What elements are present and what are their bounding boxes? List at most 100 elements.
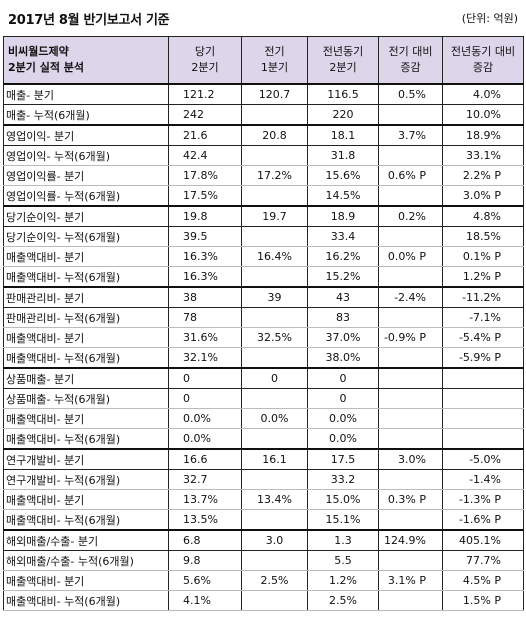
table-row: 해외매출/수출- 누적(6개월) 9.8 5.5 77.7% — [3, 550, 524, 571]
earnings-table: 비씨월드제약 2분기 실적 분석 당기 2분기 전기 1분기 전년동기 2분기 … — [3, 36, 524, 611]
yoy-change-value: 4.8% — [442, 205, 524, 227]
previous-quarter-value — [241, 145, 308, 166]
header-label: 1분기 — [260, 61, 289, 74]
header-label: 전기 대비 — [388, 45, 433, 58]
current-quarter-value: 0 — [168, 388, 242, 409]
table-row: 매출액대비- 분기 16.3% 16.4% 16.2% 0.0% P 0.1% P — [3, 246, 524, 267]
previous-quarter-value — [241, 104, 308, 126]
row-label: 매출액대비- 누적(6개월) — [3, 590, 169, 611]
current-quarter-value: 9.8 — [168, 550, 242, 571]
previous-quarter-value — [241, 388, 308, 409]
qoq-change-value — [378, 185, 443, 207]
table-body: 매출- 분기 121.2 120.7 116.5 0.5% 4.0% 매출- 누적(6개월)… — [3, 83, 524, 611]
header-yoy-change: 전년동기 대비 증감 — [442, 36, 524, 85]
table-row: 매출액대비- 분기 5.6% 2.5% 1.2% 3.1% P 4.5% P — [3, 570, 524, 591]
row-label: 연구개발비- 누적(6개월) — [3, 469, 169, 490]
row-label: 매출액대비- 누적(6개월) — [3, 347, 169, 369]
table-row: 매출액대비- 분기 0.0% 0.0% 0.0% — [3, 408, 524, 429]
table-row: 매출액대비- 누적(6개월) 32.1% 38.0% -5.9% P — [3, 347, 524, 369]
current-quarter-value: 242 — [168, 104, 242, 126]
prior-year-value: 31.8 — [307, 145, 379, 166]
qoq-change-value: -2.4% — [378, 286, 443, 308]
table-row: 매출액대비- 분기 13.7% 13.4% 15.0% 0.3% P -1.3% P — [3, 489, 524, 510]
table-row: 매출액대비- 누적(6개월) 13.5% 15.1% -1.6% P — [3, 509, 524, 531]
header-label: 전년동기 대비 — [450, 45, 516, 58]
prior-year-value: 15.6% — [307, 165, 379, 186]
yoy-change-value: 4.0% — [442, 83, 524, 105]
yoy-change-value: 3.0% P — [442, 185, 524, 207]
yoy-change-value: -7.1% — [442, 307, 524, 328]
previous-quarter-value — [241, 509, 308, 531]
header-label: 전기 — [264, 45, 285, 58]
header-previous-quarter: 전기 1분기 — [241, 36, 308, 85]
row-label: 당기순이익- 누적(6개월) — [3, 226, 169, 247]
previous-quarter-value: 20.8 — [241, 124, 308, 146]
table-row: 매출액대비- 누적(6개월) 16.3% 15.2% 1.2% P — [3, 266, 524, 288]
current-quarter-value: 0.0% — [168, 428, 242, 450]
row-label: 영업이익- 분기 — [3, 124, 169, 146]
prior-year-value: 1.3 — [307, 529, 379, 551]
table-row: 매출- 분기 121.2 120.7 116.5 0.5% 4.0% — [3, 83, 524, 105]
previous-quarter-value: 2.5% — [241, 570, 308, 591]
current-quarter-value: 16.3% — [168, 266, 242, 288]
header-label: 당기 — [194, 45, 216, 58]
row-label: 영업이익- 누적(6개월) — [3, 145, 169, 166]
yoy-change-value: 2.2% P — [442, 165, 524, 186]
previous-quarter-value: 19.7 — [241, 205, 308, 227]
current-quarter-value: 19.8 — [168, 205, 242, 227]
previous-quarter-value: 16.1 — [241, 448, 308, 470]
prior-year-value: 220 — [307, 104, 379, 126]
qoq-change-value — [378, 307, 443, 328]
row-label: 매출액대비- 분기 — [3, 246, 169, 267]
table-row: 영업이익- 누적(6개월) 42.4 31.8 33.1% — [3, 145, 524, 166]
current-quarter-value: 17.5% — [168, 185, 242, 207]
row-label: 연구개발비- 분기 — [3, 448, 169, 470]
previous-quarter-value: 120.7 — [241, 83, 308, 105]
qoq-change-value — [378, 408, 443, 429]
prior-year-value: 38.0% — [307, 347, 379, 369]
header-label: 2분기 — [329, 61, 357, 74]
qoq-change-value — [378, 509, 443, 531]
yoy-change-value: -5.0% — [442, 448, 524, 470]
row-label: 해외매출/수출- 누적(6개월) — [3, 550, 169, 571]
table-row: 매출액대비- 누적(6개월) 4.1% 2.5% 1.5% P — [3, 590, 524, 611]
row-label: 상품매출- 누적(6개월) — [3, 388, 169, 409]
current-quarter-value: 17.8% — [168, 165, 242, 186]
current-quarter-value: 5.6% — [168, 570, 242, 591]
current-quarter-value: 32.1% — [168, 347, 242, 369]
prior-year-value: 1.2% — [307, 570, 379, 591]
previous-quarter-value: 39 — [241, 286, 308, 308]
table-row: 영업이익률- 분기 17.8% 17.2% 15.6% 0.6% P 2.2% P — [3, 165, 524, 186]
yoy-change-value: -1.6% P — [442, 509, 524, 531]
current-quarter-value: 38 — [168, 286, 242, 308]
qoq-change-value: 0.6% P — [378, 165, 443, 186]
table-row: 상품매출- 분기 0 0 0 — [3, 367, 524, 389]
prior-year-value: 15.2% — [307, 266, 379, 288]
current-quarter-value: 0.0% — [168, 408, 242, 429]
yoy-change-value: 4.5% P — [442, 570, 524, 591]
yoy-change-value: -5.4% P — [442, 327, 524, 348]
table-header: 비씨월드제약 2분기 실적 분석 당기 2분기 전기 1분기 전년동기 2분기 … — [3, 36, 524, 85]
previous-quarter-value: 16.4% — [241, 246, 308, 267]
previous-quarter-value: 32.5% — [241, 327, 308, 348]
previous-quarter-value: 0.0% — [241, 408, 308, 429]
header-qoq-change: 전기 대비 증감 — [378, 36, 443, 85]
yoy-change-value: 77.7% — [442, 550, 524, 571]
yoy-change-value: -5.9% P — [442, 347, 524, 369]
prior-year-value: 18.9 — [307, 205, 379, 227]
current-quarter-value: 31.6% — [168, 327, 242, 348]
qoq-change-value — [378, 226, 443, 247]
current-quarter-value: 13.5% — [168, 509, 242, 531]
previous-quarter-value — [241, 428, 308, 450]
qoq-change-value: 124.9% — [378, 529, 443, 551]
qoq-change-value — [378, 104, 443, 126]
current-quarter-value: 121.2 — [168, 83, 242, 105]
previous-quarter-value — [241, 266, 308, 288]
qoq-change-value: 0.3% P — [378, 489, 443, 510]
row-label: 판매관리비- 누적(6개월) — [3, 307, 169, 328]
previous-quarter-value — [241, 226, 308, 247]
row-label: 상품매출- 분기 — [3, 367, 169, 389]
current-quarter-value: 16.6 — [168, 448, 242, 470]
yoy-change-value — [442, 388, 524, 409]
company-name: 비씨월드제약 — [8, 45, 69, 58]
